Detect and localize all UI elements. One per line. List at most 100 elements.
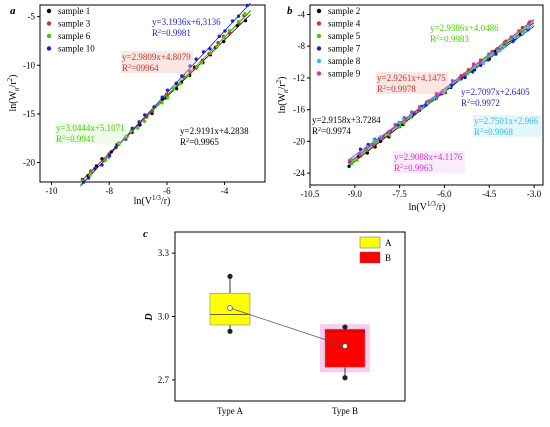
y-tick-label: 2.7 <box>158 375 170 385</box>
panel-c-box-chart: c Type A Type B 2.7 3.0 3.3 AB D <box>143 228 406 416</box>
data-point <box>472 65 476 70</box>
fit-equation: y=2.9158x+3.7284 <box>312 115 381 125</box>
r-squared-label: R2=0.9981 <box>152 28 191 38</box>
r-squared-label: R2=0.9941 <box>56 134 95 144</box>
data-point <box>222 39 226 44</box>
data-point <box>93 166 97 171</box>
y-tick-label: -20 <box>293 136 305 146</box>
r-squared-label: R2=0.9965 <box>180 137 219 147</box>
data-point <box>478 61 482 65</box>
data-point <box>142 119 147 124</box>
data-point <box>216 41 220 45</box>
data-point <box>178 81 182 86</box>
x-tick-label: -3.0 <box>527 189 542 199</box>
y-tick-label: -10 <box>23 60 35 70</box>
equation-highlight <box>121 51 193 73</box>
data-point <box>471 62 476 66</box>
legend-label: sample 1 <box>58 6 90 16</box>
data-point <box>481 61 486 65</box>
data-point <box>432 96 436 100</box>
fit-equation: y=3.0444x+5.1071 <box>56 123 125 133</box>
data-point <box>208 47 212 51</box>
r-squared-label: R2=0.9968 <box>474 127 513 137</box>
data-point <box>462 72 467 76</box>
data-point <box>470 70 475 74</box>
data-point <box>89 169 93 173</box>
data-point <box>227 29 232 33</box>
data-point <box>188 64 192 68</box>
panel-a-tag: a <box>10 5 16 17</box>
data-point <box>404 117 408 122</box>
data-point <box>520 25 525 30</box>
panel-b-y-axis-label: ln(Wn/r2) <box>275 77 290 114</box>
data-point <box>416 108 421 112</box>
x-tick-label: -4 <box>221 186 229 196</box>
data-point <box>427 99 431 103</box>
data-point <box>81 180 86 184</box>
legend-label: sample 8 <box>328 56 361 66</box>
legend-marker <box>316 46 322 51</box>
outlier-point <box>227 328 233 334</box>
data-point <box>188 69 192 74</box>
panel-b-tag: b <box>287 5 293 17</box>
x-category-label: Type B <box>332 406 358 416</box>
outlier-point <box>227 273 233 279</box>
data-point <box>526 26 530 30</box>
data-point <box>227 31 232 35</box>
data-point <box>165 95 170 100</box>
outlier-point <box>342 324 348 330</box>
fit-equation: y=2.9809x+4.8079 <box>122 52 191 62</box>
data-point <box>130 126 135 130</box>
data-point <box>208 51 213 55</box>
x-tick-label: -6 <box>163 186 171 196</box>
data-point <box>236 14 241 18</box>
data-point <box>409 115 413 120</box>
legend-marker <box>316 8 322 14</box>
fit-equation: y=2.9261x+4.1475 <box>377 73 446 83</box>
data-point <box>502 40 507 45</box>
r-squared-label: R2=0.9963 <box>394 163 433 173</box>
data-point <box>435 93 440 98</box>
y-tick-label: -15 <box>23 109 35 119</box>
data-point <box>447 84 451 89</box>
legend-label: sample 7 <box>328 44 361 54</box>
data-point <box>186 73 190 78</box>
legend-label: sample 9 <box>328 69 361 79</box>
panel-c-legend: AB <box>359 236 392 264</box>
data-point <box>230 19 235 23</box>
y-tick-label: -16 <box>293 105 305 115</box>
equation-highlight <box>473 115 541 137</box>
data-point <box>215 44 219 49</box>
legend-label: sample 3 <box>58 19 91 29</box>
panel-a-y-axis-label: ln(Wn/r2) <box>6 75 21 112</box>
y-tick-label: 3.0 <box>158 312 170 322</box>
data-point <box>372 138 376 142</box>
x-tick-label: -10 <box>46 186 58 196</box>
data-point <box>222 35 226 40</box>
legend-label: A <box>385 238 392 248</box>
panel-a-plot-frame <box>39 4 266 183</box>
data-point <box>195 65 199 69</box>
fit-equation: y=2.9386x+4.0486 <box>430 23 499 33</box>
data-point <box>496 46 500 51</box>
y-tick-label: -12 <box>293 73 305 83</box>
data-point <box>509 35 514 39</box>
data-point <box>243 18 248 23</box>
data-point <box>440 90 444 94</box>
data-point <box>409 110 414 114</box>
panel-a-x-axis-label: ln(V1/3/r) <box>134 194 171 207</box>
x-tick-label: -4.5 <box>482 189 497 199</box>
equation-highlight <box>55 122 127 144</box>
data-point <box>107 154 112 158</box>
panel-b-legend: sample 2 sample 4 sample 5 sample 7 sample 8… <box>316 6 361 79</box>
data-point <box>365 151 370 155</box>
data-point <box>137 121 142 125</box>
data-point <box>114 145 118 150</box>
y-tick-label: 3.3 <box>158 248 170 258</box>
data-point <box>450 79 455 83</box>
equation-highlight <box>393 151 465 173</box>
data-point <box>347 158 352 163</box>
legend-marker <box>316 33 322 39</box>
legend-marker <box>316 71 322 76</box>
